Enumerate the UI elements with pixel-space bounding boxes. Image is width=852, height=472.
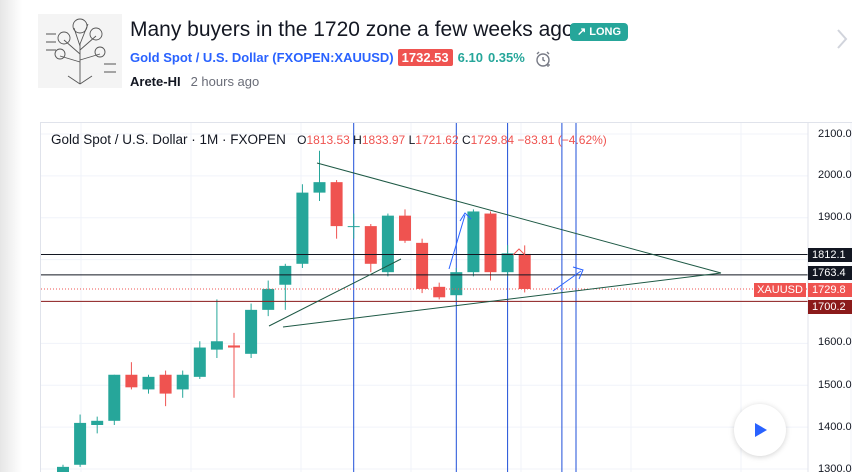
low-value: 1721.62 [415,133,459,147]
small-red-caret [512,248,526,256]
chevron-right-icon[interactable] [832,24,852,54]
candle-body [91,420,104,425]
idea-header: Many buyers in the 1720 zone a few weeks… [22,0,852,118]
candle-body [313,182,326,193]
candle-body [159,374,172,394]
projection-arrow-head [572,266,584,280]
author-thumbnail-tree-icon[interactable] [38,14,122,88]
candle-body [467,211,480,273]
open-value: 1813.53 [306,133,350,147]
change-value: −83.81 (−4.62%) [517,133,607,147]
candle-body [228,345,240,348]
axis-label-2100: 2100.0 [818,128,852,140]
idea-title: Many buyers in the 1720 zone a few weeks… [130,18,580,41]
left-panel-edge [0,0,22,472]
play-icon [755,423,767,437]
price-tag-1812: 1812.1 [808,248,852,262]
axis-label-2000: 2000.0 [818,169,852,181]
publish-time: 2 hours ago [190,74,260,89]
candle-body [125,374,138,388]
price-tag-1729: 1729.8 [808,283,852,297]
candle-body [176,374,189,390]
candle-body [193,347,206,377]
candle-body [142,376,155,390]
chart-area[interactable]: Gold Spot / U.S. Dollar · 1M · FXOPEN O1… [40,122,852,472]
axis-label-1500: 1500.0 [818,379,852,391]
candle-body [262,288,275,310]
candle-body [330,182,343,227]
symbol-tag: XAUUSD [754,283,806,297]
symbol-row: Gold Spot / U.S. Dollar (FXOPEN:XAUUSD) 1… [130,49,552,69]
price-tag-1763: 1763.4 [808,266,852,280]
candlestick-chart[interactable] [41,123,852,472]
high-value: 1833.97 [361,133,406,147]
candle-body [108,374,121,421]
candle-body [416,242,429,289]
candle-body [296,192,309,264]
projection-arrow [552,270,582,292]
chart-legend: Gold Spot / U.S. Dollar · 1M · FXOPEN O1… [51,132,607,147]
bounce-arrow [448,214,466,270]
candle-body [399,215,411,241]
axis-label-1300: 1300.0 [818,463,852,472]
author-row: Arete-HI 2 hours ago [130,74,259,89]
bounce-arrow-head [459,212,472,222]
candle-body [74,422,87,465]
candle-body [501,253,514,273]
candle-body [210,341,223,350]
candle-body [347,226,360,228]
author-name[interactable]: Arete-HI [130,74,181,89]
axis-label-1900: 1900.0 [818,211,852,223]
close-value: 1729.84 [470,133,515,147]
candle-body [245,309,258,354]
axis-label-1400: 1400.0 [818,421,852,433]
price-change: 6.10 [457,50,483,65]
axis-label-1600: 1600.0 [818,336,852,348]
candle-body [450,272,463,296]
legend-ohlc: O1813.53 H1833.97 L1721.62 C1729.84 −83.… [297,133,607,147]
price-change-percent: 0.35% [487,50,525,65]
candle-body [57,466,69,472]
symbol-link[interactable]: Gold Spot / U.S. Dollar (FXOPEN:XAUUSD) [130,50,394,65]
long-badge: ↗ LONG [570,23,629,41]
legend-symbol: Gold Spot / U.S. Dollar · 1M · FXOPEN [51,132,286,147]
current-price-badge: 1732.53 [397,49,453,66]
candle-body [381,215,394,273]
candle-body [364,226,377,264]
candle-body [518,253,531,289]
candle-body [484,213,497,273]
play-button[interactable] [734,404,786,456]
support-trendline [268,258,402,327]
lower-trendline [282,272,722,328]
upper-trendline [316,162,722,274]
candle-body [433,286,446,298]
price-tag-1700: 1700.2 [808,300,852,314]
alarm-clock-icon[interactable] [534,50,552,68]
